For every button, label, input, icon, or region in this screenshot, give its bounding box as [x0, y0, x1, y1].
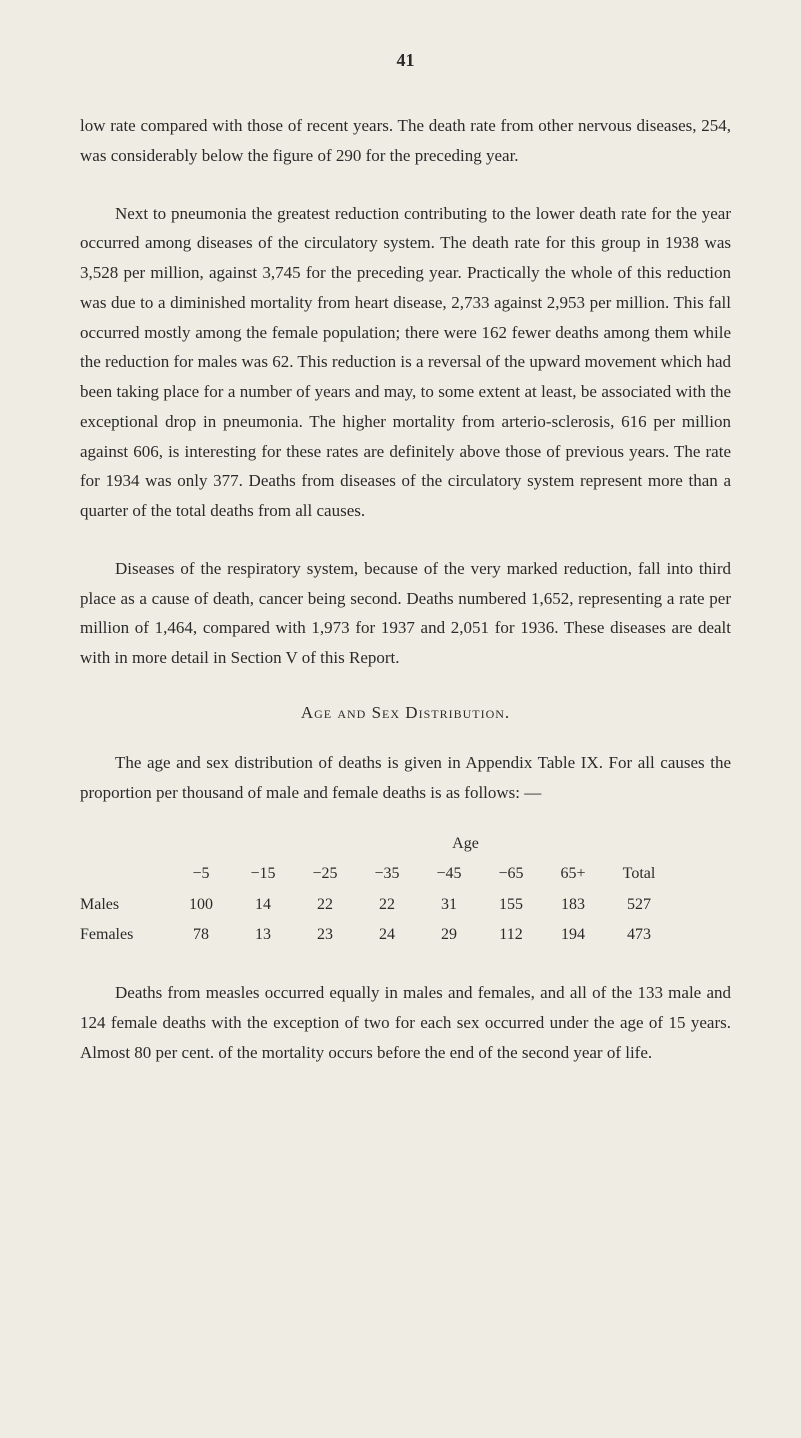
table-males-col1: 100	[170, 890, 232, 920]
table-header-col1: −5	[170, 859, 232, 889]
paragraph-1: low rate compared with those of recent y…	[80, 111, 731, 171]
table-males-col7: 183	[542, 890, 604, 920]
page-number: 41	[80, 50, 731, 71]
table-females-label: Females	[80, 920, 170, 950]
paragraph-2: Next to pneumonia the greatest reduction…	[80, 199, 731, 526]
age-sex-table: Age −5 −15 −25 −35 −45 −65 65+ Total Mal…	[80, 835, 731, 950]
table-females-col6: 112	[480, 920, 542, 950]
document-page: 41 low rate compared with those of recen…	[0, 0, 801, 1438]
table-header-col7: 65+	[542, 859, 604, 889]
table-males-col2: 14	[232, 890, 294, 920]
table-females-col7: 194	[542, 920, 604, 950]
paragraph-4: The age and sex distribution of deaths i…	[80, 748, 731, 808]
table-females-col3: 23	[294, 920, 356, 950]
table-males-col5: 31	[418, 890, 480, 920]
table-header-col8: Total	[604, 859, 674, 889]
section-heading: Age and Sex Distribution.	[80, 703, 731, 723]
table-males-col3: 22	[294, 890, 356, 920]
table-males-label: Males	[80, 890, 170, 920]
table-females-col8: 473	[604, 920, 674, 950]
table-header-row: −5 −15 −25 −35 −45 −65 65+ Total	[80, 859, 731, 889]
table-males-col4: 22	[356, 890, 418, 920]
table-header-col2: −15	[232, 859, 294, 889]
table-age-label: Age	[80, 835, 731, 853]
table-females-col4: 24	[356, 920, 418, 950]
table-females-col1: 78	[170, 920, 232, 950]
table-males-col6: 155	[480, 890, 542, 920]
table-header-col4: −35	[356, 859, 418, 889]
table-header-col6: −65	[480, 859, 542, 889]
table-males-col8: 527	[604, 890, 674, 920]
paragraph-5: Deaths from measles occurred equally in …	[80, 978, 731, 1067]
table-row-males: Males 100 14 22 22 31 155 183 527	[80, 890, 731, 920]
paragraph-3: Diseases of the respiratory system, beca…	[80, 554, 731, 673]
table-row-females: Females 78 13 23 24 29 112 194 473	[80, 920, 731, 950]
table-females-col5: 29	[418, 920, 480, 950]
table-females-col2: 13	[232, 920, 294, 950]
table-header-col3: −25	[294, 859, 356, 889]
table-header-blank	[80, 859, 170, 889]
table-header-col5: −45	[418, 859, 480, 889]
